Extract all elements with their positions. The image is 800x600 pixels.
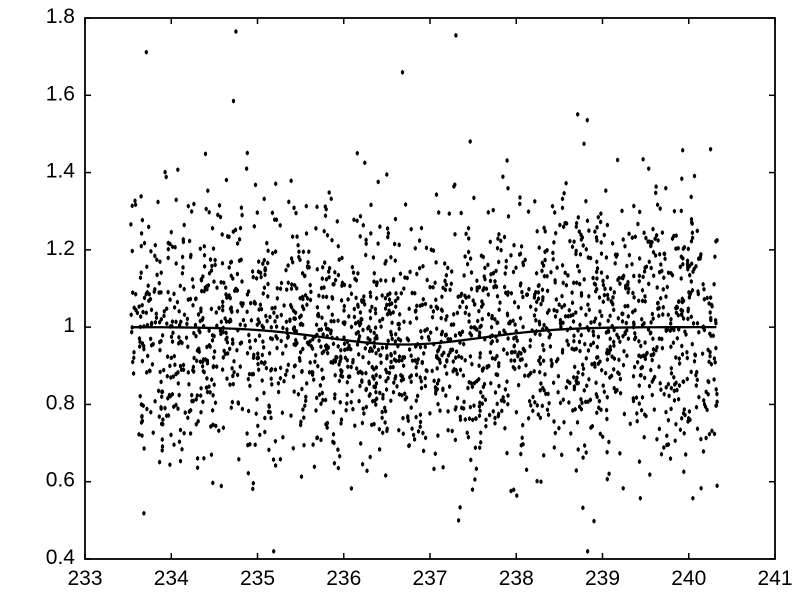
svg-text:1: 1 (63, 314, 75, 337)
svg-text:0.6: 0.6 (46, 469, 75, 492)
svg-text:239: 239 (585, 567, 620, 590)
svg-text:0.8: 0.8 (46, 391, 75, 414)
svg-text:241: 241 (757, 567, 792, 590)
svg-text:233: 233 (67, 567, 102, 590)
svg-text:1.2: 1.2 (46, 237, 75, 260)
svg-text:235: 235 (240, 567, 275, 590)
svg-text:234: 234 (154, 567, 189, 590)
svg-text:240: 240 (671, 567, 706, 590)
svg-text:237: 237 (412, 567, 447, 590)
svg-text:236: 236 (326, 567, 361, 590)
svg-text:238: 238 (499, 567, 534, 590)
svg-text:1.8: 1.8 (46, 5, 75, 28)
svg-text:1.4: 1.4 (46, 160, 76, 183)
svg-text:0.4: 0.4 (46, 546, 76, 569)
svg-text:1.6: 1.6 (46, 82, 75, 105)
